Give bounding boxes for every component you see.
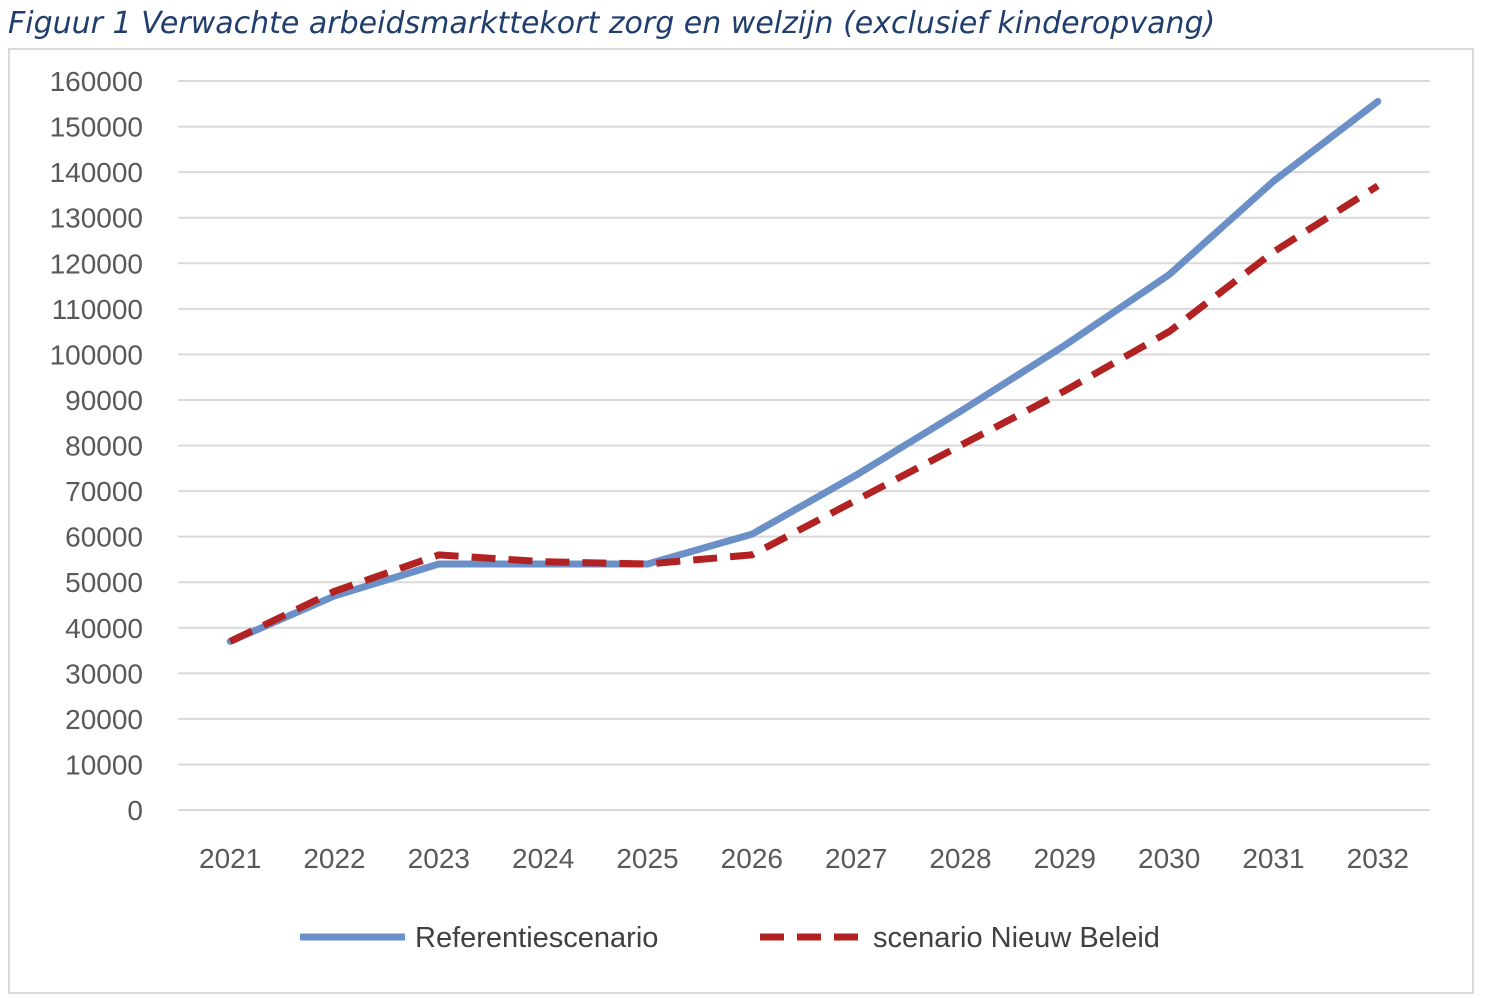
x-tick-label: 2028 bbox=[929, 843, 991, 874]
y-tick-label: 120000 bbox=[50, 248, 143, 279]
chart-frame bbox=[8, 48, 1474, 994]
y-tick-label: 40000 bbox=[65, 613, 143, 644]
x-tick-label: 2023 bbox=[408, 843, 470, 874]
y-tick-label: 150000 bbox=[50, 112, 143, 143]
legend-label-0: Referentiescenario bbox=[415, 922, 658, 954]
x-axis-tick-labels: 2021 2022 2023 2024 2025 2026 2027 2028 2029 2030… bbox=[199, 843, 1409, 874]
y-tick-label: 100000 bbox=[50, 339, 143, 370]
legend-label-1: scenario Nieuw Beleid bbox=[873, 922, 1160, 954]
chart-title: Figuur 1 Verwachte arbeidsmarkttekort zo… bbox=[8, 6, 1216, 41]
series-line-1 bbox=[228, 182, 1380, 645]
y-tick-label: 110000 bbox=[52, 294, 143, 325]
y-tick-label: 140000 bbox=[50, 157, 143, 188]
y-tick-label: 90000 bbox=[65, 385, 143, 416]
legend: Referentiescenario scenario Nieuw Beleid bbox=[300, 922, 1160, 954]
y-tick-label: 50000 bbox=[65, 567, 143, 598]
y-tick-label: 30000 bbox=[65, 658, 143, 689]
x-tick-label: 2024 bbox=[512, 843, 574, 874]
y-tick-label: 20000 bbox=[65, 704, 143, 735]
series-line-0 bbox=[226, 98, 1382, 645]
y-tick-label: 0 bbox=[127, 795, 143, 826]
y-tick-label: 130000 bbox=[50, 203, 143, 234]
y-tick-label: 10000 bbox=[65, 749, 143, 780]
x-tick-label: 2021 bbox=[199, 843, 261, 874]
x-tick-label: 2032 bbox=[1347, 843, 1409, 874]
x-tick-label: 2029 bbox=[1034, 843, 1096, 874]
y-tick-label: 160000 bbox=[50, 66, 143, 97]
y-axis-tick-labels: 0 10000 20000 30000 40000 50000 60000 70000 8000… bbox=[50, 66, 143, 826]
x-tick-label: 2030 bbox=[1138, 843, 1200, 874]
y-tick-label: 70000 bbox=[65, 476, 143, 507]
gridlines bbox=[178, 80, 1430, 811]
y-tick-label: 80000 bbox=[65, 431, 143, 462]
series-lines bbox=[226, 98, 1382, 645]
x-tick-label: 2025 bbox=[616, 843, 678, 874]
x-tick-label: 2027 bbox=[825, 843, 887, 874]
x-tick-label: 2026 bbox=[721, 843, 783, 874]
x-tick-label: 2022 bbox=[303, 843, 365, 874]
x-tick-label: 2031 bbox=[1242, 843, 1304, 874]
y-tick-label: 60000 bbox=[65, 522, 143, 553]
